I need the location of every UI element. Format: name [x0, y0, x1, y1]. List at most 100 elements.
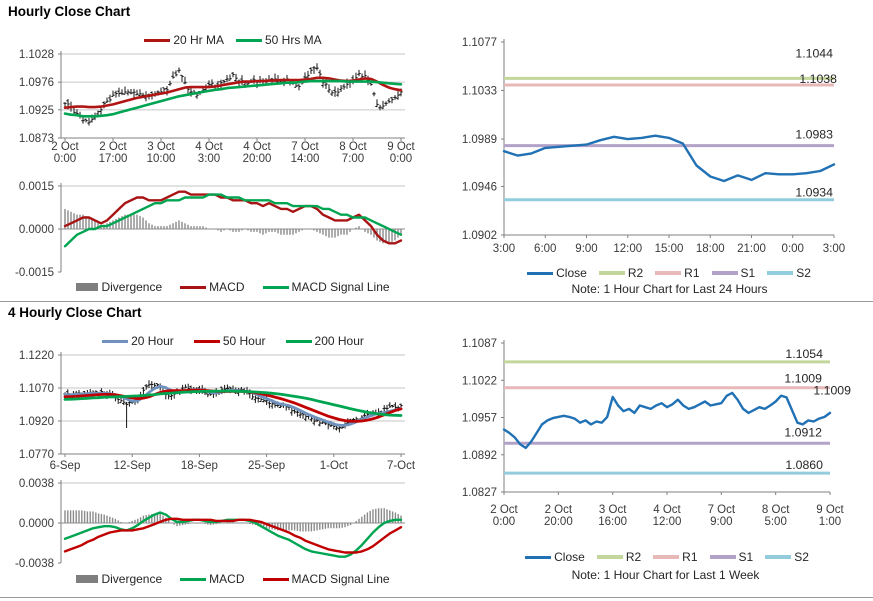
x-tick-label: 20:00 — [243, 153, 272, 165]
x-tick-label: 18-Sep — [181, 460, 218, 472]
line-swatch-icon — [180, 285, 207, 289]
legend-label: MACD Signal Line — [291, 280, 390, 294]
bar-swatch-icon — [76, 283, 99, 291]
x-tick-label: 6:00 — [534, 243, 556, 255]
weekly-pivot-note: Note: 1 Hour Chart for Last 1 Week — [571, 568, 760, 582]
line-swatch-icon — [144, 38, 171, 42]
x-tick-label: 2 Oct — [99, 141, 127, 153]
hourly-close-chart-title: Hourly Close Chart — [8, 4, 131, 19]
legend-label: 200 Hour — [314, 334, 364, 348]
level-label-R2: 1.1054 — [785, 347, 823, 361]
x-tick-label: 1-Oct — [320, 460, 349, 472]
x-tick-label: 16:00 — [598, 516, 627, 528]
legend-item-s1: S1 — [709, 550, 754, 564]
legend-label: Divergence — [101, 280, 163, 294]
close-line — [502, 134, 836, 183]
macd-signal-line-line — [63, 193, 403, 248]
line-swatch-icon — [709, 555, 736, 559]
x-tick-label: 8 Oct — [339, 141, 367, 153]
y-tick-label: -0.0015 — [15, 267, 54, 279]
legend-item-r2: R2 — [598, 266, 644, 280]
line-swatch-icon — [596, 555, 623, 559]
50-hour-line — [63, 388, 403, 423]
x-tick-label: 12:00 — [613, 243, 642, 255]
x-tick-label: 0:00 — [493, 516, 515, 528]
level-label-R1: 1.1038 — [799, 72, 837, 86]
x-tick-label: 3 Oct — [147, 141, 175, 153]
y-tick-label: 1.1033 — [462, 86, 497, 98]
divergence-bars — [64, 208, 402, 244]
x-tick-label: 9:00 — [710, 516, 732, 528]
legend-item-s2: S2 — [767, 266, 811, 280]
line-swatch-icon — [767, 271, 794, 275]
legend-label: Close — [554, 550, 585, 564]
line-swatch-icon — [655, 271, 682, 275]
legend-item-s1: S1 — [711, 266, 755, 280]
legend-label: MACD Signal Line — [291, 572, 390, 586]
x-tick-label: 3:00 — [493, 243, 515, 255]
legend-label: Divergence — [101, 572, 163, 586]
x-tick-label: 9 Oct — [387, 141, 415, 153]
y-tick-label: 0.0038 — [19, 478, 54, 490]
line-swatch-icon — [765, 555, 792, 559]
y-tick-label: 1.0957 — [462, 413, 497, 425]
four-hourly-macd-canvas: 0.0038 0.0000 -0.0038 — [15, 478, 405, 570]
level-label-S2: 1.0934 — [795, 186, 833, 200]
x-tick-label: 0:00 — [782, 243, 804, 255]
legend-item-200-hour: 200 Hour — [285, 334, 364, 348]
x-tick-label: 7 Oct — [708, 504, 736, 516]
x-tick-label: 17:00 — [99, 153, 128, 165]
200-hour-line — [63, 389, 403, 417]
y-tick-label: 1.1028 — [19, 49, 54, 61]
x-tick-label: 6-Sep — [50, 460, 81, 472]
legend-label: R2 — [627, 266, 644, 280]
legend-label: R1 — [684, 266, 700, 280]
section-divider — [0, 301, 873, 302]
line-swatch-icon — [653, 555, 680, 559]
x-tick-label: 0:00 — [54, 153, 76, 165]
y-tick-label: 1.0873 — [19, 133, 54, 145]
level-label-S2: 1.0860 — [785, 458, 823, 472]
level-label-S1: 1.0912 — [784, 425, 822, 439]
y-tick-label: 1.0920 — [19, 416, 54, 428]
x-tick-label: 15:00 — [655, 243, 684, 255]
x-tick-label: 4 Oct — [653, 504, 681, 516]
x-tick-label: 10:00 — [147, 153, 176, 165]
line-swatch-icon — [236, 38, 262, 42]
x-tick-label: 14:00 — [291, 153, 320, 165]
x-tick-label: 9:00 — [575, 243, 597, 255]
hourly-close-legend: 20 Hr MA 50 Hrs MA — [27, 33, 439, 47]
hourly-macd-canvas: 0.0015 0.0000 -0.0015 — [15, 181, 405, 279]
legend-label: MACD — [209, 280, 245, 294]
x-tick-label: 4 Oct — [243, 141, 271, 153]
line-swatch-icon — [598, 271, 625, 275]
y-tick-label: 1.1070 — [19, 383, 54, 395]
hourly-macd-chart: Divergence MACD MACD Signal Line 0.0015 0.00… — [0, 180, 436, 300]
x-tick-label: 1:00 — [819, 516, 841, 528]
legend-label: 20 Hr MA — [173, 33, 224, 47]
line-swatch-icon — [527, 271, 554, 275]
legend-item-r2: R2 — [596, 550, 641, 564]
close-line — [502, 391, 832, 450]
y-tick-label: 1.1077 — [462, 37, 497, 49]
legend-item-divergence: Divergence — [76, 280, 162, 294]
level-label-R1: 1.1009 — [784, 372, 822, 386]
legend-item-macd: MACD — [180, 280, 245, 294]
x-tick-label: 7 Oct — [291, 141, 319, 153]
four-hourly-macd-chart: Divergence MACD MACD Signal Line 0.0038 0.00… — [0, 478, 436, 592]
bar-swatch-icon — [76, 575, 99, 583]
legend-label: 20 Hour — [131, 334, 174, 348]
legend-label: S1 — [738, 550, 754, 564]
four-hourly-close-legend: 20 Hour 50 Hour 200 Hour — [27, 334, 439, 348]
macd-line — [63, 190, 403, 245]
x-tick-label: 2 Oct — [51, 141, 79, 153]
x-tick-label: 25-Sep — [248, 460, 285, 472]
weekly-pivot-chart: Close R2 R1 S1 S2 1.1087 1.1022 1.0957 1.0892 1.0… — [437, 300, 873, 601]
bottom-divider — [0, 597, 873, 598]
x-tick-label: 3:00 — [198, 153, 220, 165]
legend-item-macd-signal-line: MACD Signal Line — [262, 572, 390, 586]
y-tick-label: 1.0946 — [462, 181, 497, 193]
